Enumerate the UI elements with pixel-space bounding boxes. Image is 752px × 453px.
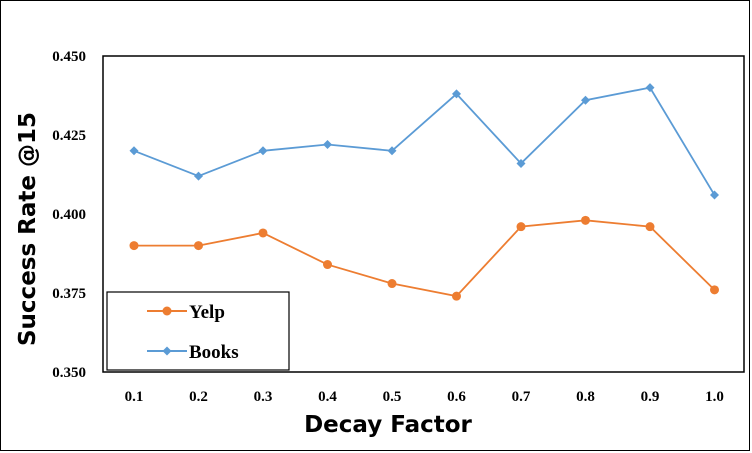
data-point: [581, 215, 590, 225]
data-point: [387, 146, 397, 156]
data-point: [645, 83, 655, 93]
legend-marker: [162, 306, 172, 316]
x-tick-label: 0.3: [254, 389, 273, 405]
legend-box: [106, 291, 290, 371]
y-tick-label: 0.450: [52, 49, 86, 65]
x-tick-label: 0.1: [125, 389, 144, 405]
y-tick-label: 0.400: [52, 207, 86, 223]
y-tick-label: 0.425: [52, 128, 86, 144]
series-books: [129, 83, 719, 200]
data-point: [323, 139, 332, 149]
legend-marker: [162, 346, 172, 356]
data-point: [710, 190, 719, 200]
legend: Yelp Books: [106, 291, 290, 371]
data-point: [129, 241, 139, 251]
legend-label: Books: [189, 342, 239, 363]
data-point: [194, 241, 203, 251]
x-tick-label: 0.5: [383, 389, 402, 405]
x-tick-label: 0.7: [512, 389, 531, 405]
series-line: [134, 219, 716, 298]
x-tick-label: 0.6: [447, 389, 466, 405]
data-point: [516, 222, 526, 232]
y-tick-label: 0.350: [52, 365, 86, 381]
data-point: [452, 89, 461, 99]
x-tick-label: 1.0: [705, 389, 724, 405]
legend-item: Yelp: [147, 302, 225, 323]
data-point: [323, 260, 332, 270]
y-tick-labels: 0.350 0.375 0.400 0.425 0.450: [52, 49, 86, 381]
x-tick-label: 0.2: [189, 389, 208, 405]
x-tick-label: 0.8: [576, 389, 595, 405]
y-axis-title: Success Rate @15: [15, 112, 41, 346]
legend-item: Books: [147, 342, 239, 363]
data-point: [710, 285, 719, 295]
data-point: [645, 222, 655, 232]
y-tick-label: 0.375: [52, 286, 86, 302]
x-tick-labels: 0.1 0.2 0.3 0.4 0.5 0.6 0.7 0.8 0.9 1.0: [125, 389, 724, 405]
data-point: [581, 95, 590, 105]
x-tick-label: 0.4: [318, 389, 337, 405]
plot-area: [102, 55, 745, 373]
x-tick-label: 0.9: [641, 389, 660, 405]
data-point: [194, 171, 203, 181]
series-line: [133, 86, 716, 196]
data-point: [258, 228, 268, 238]
data-point: [129, 146, 139, 156]
legend-label: Yelp: [189, 302, 225, 323]
x-axis-title: Decay Factor: [304, 412, 472, 438]
data-point: [387, 279, 397, 289]
data-point: [516, 158, 526, 168]
series-yelp: [129, 215, 719, 301]
data-point: [258, 146, 268, 156]
series-layer: [129, 83, 719, 301]
data-point: [452, 291, 461, 301]
